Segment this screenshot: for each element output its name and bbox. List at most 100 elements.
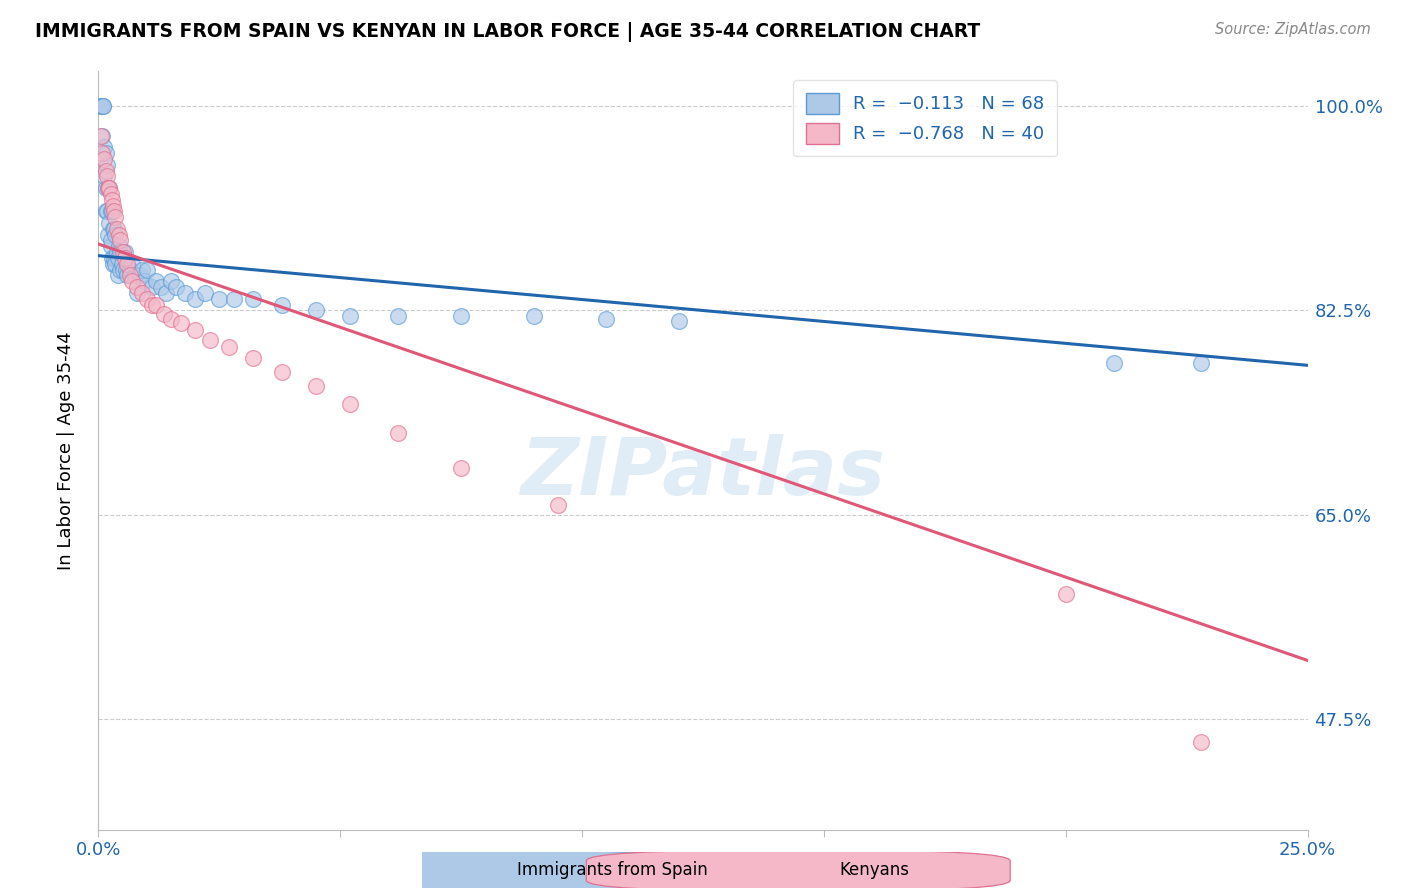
Point [135,262,157,277]
Point [93,140,115,154]
Point [100,234,122,248]
Text: IMMIGRANTS FROM SPAIN VS KENYAN IN LABOR FORCE | AGE 35-44 CORRELATION CHART: IMMIGRANTS FROM SPAIN VS KENYAN IN LABOR… [35,22,980,42]
Point [98,181,121,195]
Point [1102,356,1125,370]
Point [118,268,141,283]
Point [115,262,138,277]
Point [103,204,125,219]
Point [107,227,129,242]
Point [114,245,136,260]
Point [93,152,115,166]
Point [111,262,134,277]
Point [155,285,177,300]
Point [91,99,114,113]
Point [271,298,294,312]
Point [101,257,124,271]
Point [117,257,139,271]
Point [107,251,129,265]
Point [1189,356,1212,370]
Point [96,169,118,184]
Point [98,181,121,195]
Point [242,292,264,306]
Point [128,268,150,283]
Y-axis label: In Labor Force | Age 35-44: In Labor Force | Age 35-44 [56,331,75,570]
Point [1189,735,1212,749]
Point [104,257,127,271]
Point [523,310,546,324]
Point [94,181,117,195]
Point [135,292,157,306]
Point [387,310,409,324]
FancyBboxPatch shape [264,850,688,891]
Point [165,280,187,294]
Point [91,99,114,113]
Point [101,198,124,212]
Point [134,274,156,288]
Point [150,280,173,294]
Point [242,351,264,366]
Point [100,186,122,201]
Point [184,323,207,337]
Point [208,292,231,306]
Point [105,222,128,236]
Point [668,314,690,328]
Point [121,274,143,288]
Point [104,227,127,242]
Point [97,181,120,195]
Point [339,397,361,411]
Point [194,285,217,300]
Point [94,163,117,178]
Point [97,181,120,195]
Point [1054,587,1077,601]
FancyBboxPatch shape [586,850,1010,891]
Point [103,222,125,236]
Point [127,280,149,294]
Point [450,310,472,324]
Point [169,316,191,330]
Text: Immigrants from Spain: Immigrants from Spain [517,861,707,879]
Point [107,268,129,283]
Point [108,234,131,248]
Point [131,262,153,277]
Point [114,251,136,265]
Point [105,245,128,260]
Point [595,311,617,326]
Point [450,461,472,475]
Point [104,210,127,224]
Point [131,285,153,300]
Point [127,285,149,300]
Point [108,245,131,260]
Point [107,239,129,253]
Point [145,298,167,312]
Point [121,257,143,271]
Text: ZIPatlas: ZIPatlas [520,434,886,512]
Point [101,251,124,265]
Point [117,268,139,283]
Point [90,128,112,143]
Point [387,425,409,440]
Point [141,280,163,294]
Legend: R =  −0.113   N = 68, R =  −0.768   N = 40: R = −0.113 N = 68, R = −0.768 N = 40 [793,80,1057,156]
Point [101,204,124,219]
Point [96,158,118,172]
Point [174,285,197,300]
Point [93,169,115,184]
Point [124,268,146,283]
Point [141,298,163,312]
Point [184,292,207,306]
Point [100,204,122,219]
Point [339,310,361,324]
Point [160,311,183,326]
Point [91,128,114,143]
Point [152,307,174,321]
Point [111,257,134,271]
Point [90,99,112,113]
Point [271,365,294,379]
Point [222,292,245,306]
Point [305,303,328,318]
Point [108,262,131,277]
Point [305,379,328,393]
Point [96,204,118,219]
Point [90,99,112,113]
Text: Source: ZipAtlas.com: Source: ZipAtlas.com [1215,22,1371,37]
